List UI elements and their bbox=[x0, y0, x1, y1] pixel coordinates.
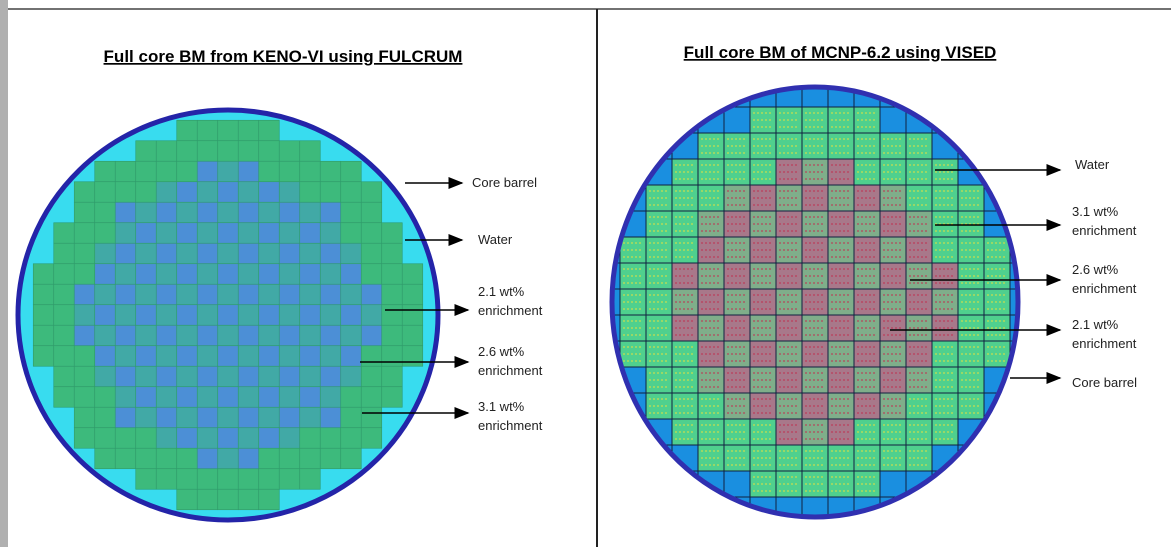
mcnp-core bbox=[594, 81, 1036, 523]
label: 2.6 wt% bbox=[1072, 262, 1119, 277]
label: 3.1 wt% bbox=[1072, 204, 1119, 219]
label: Core barrel bbox=[1072, 375, 1137, 390]
label: enrichment bbox=[1072, 336, 1137, 351]
label: Water bbox=[478, 232, 513, 247]
label: 2.1 wt% bbox=[478, 284, 525, 299]
panel-title: Full core BM of MCNP-6.2 using VISED bbox=[684, 43, 997, 62]
label: enrichment bbox=[478, 418, 543, 433]
label: enrichment bbox=[1072, 223, 1137, 238]
label: enrichment bbox=[478, 363, 543, 378]
label: Core barrel bbox=[472, 175, 537, 190]
label: 3.1 wt% bbox=[478, 399, 525, 414]
figure: Full core BM from KENO-VI using FULCRUM … bbox=[0, 0, 1171, 547]
label: 2.6 wt% bbox=[478, 344, 525, 359]
side-bar bbox=[0, 0, 8, 547]
label: 2.1 wt% bbox=[1072, 317, 1119, 332]
label: Water bbox=[1075, 157, 1110, 172]
label: enrichment bbox=[1072, 281, 1137, 296]
panel-title: Full core BM from KENO-VI using FULCRUM bbox=[104, 47, 463, 66]
keno-core bbox=[18, 110, 438, 520]
label: enrichment bbox=[478, 303, 543, 318]
page: Full core BM from KENO-VI using FULCRUM … bbox=[0, 0, 1171, 547]
